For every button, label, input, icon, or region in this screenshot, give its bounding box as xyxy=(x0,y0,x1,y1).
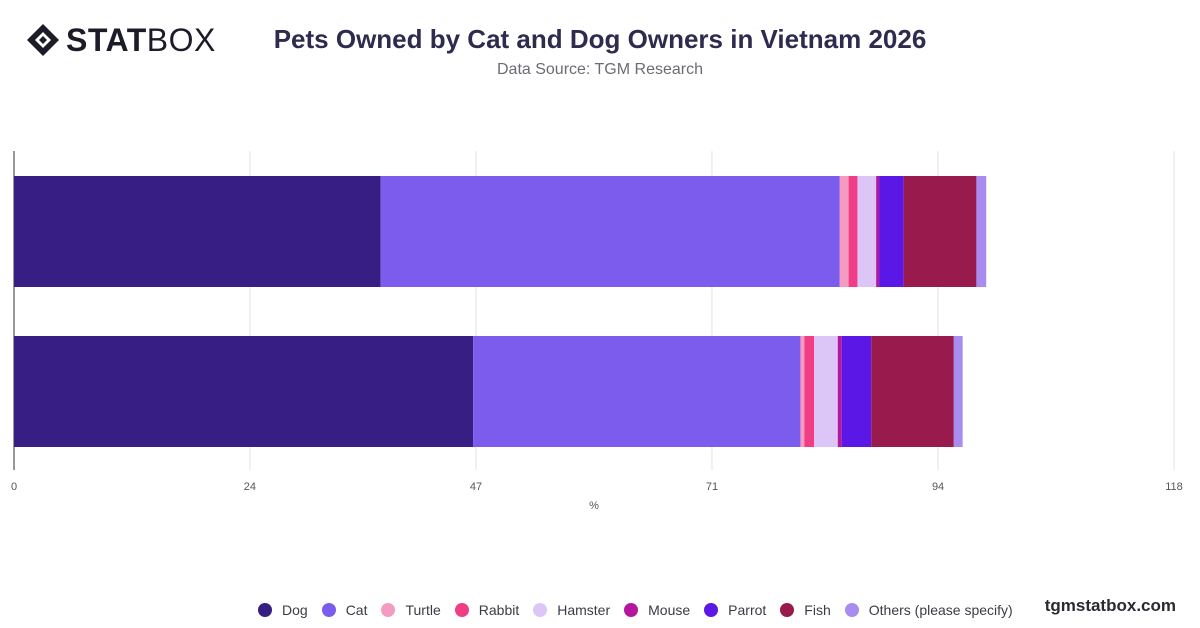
legend-label: Parrot xyxy=(728,602,767,618)
bar-segment-rabbit xyxy=(848,176,858,287)
bar-segment-mouse xyxy=(837,336,842,447)
x-tick-label: 94 xyxy=(932,481,944,493)
bar-segment-others xyxy=(953,336,963,447)
legend-dot-icon xyxy=(704,603,719,617)
legend-dot-icon xyxy=(321,603,336,617)
legend-label: Hamster xyxy=(557,602,611,618)
legend-label: Turtle xyxy=(405,602,441,618)
legend-item[interactable]: Others (please specify) xyxy=(844,602,1013,618)
x-tick-label: 24 xyxy=(244,481,256,493)
bar-segment-parrot xyxy=(879,176,904,287)
bar-segment-rabbit xyxy=(804,336,815,447)
x-tick-label: 71 xyxy=(706,481,718,493)
legend-label: Cat xyxy=(345,602,368,618)
legend-item[interactable]: Cat xyxy=(321,602,368,618)
x-tick-label: 118 xyxy=(1165,481,1183,493)
legend-item[interactable]: Fish xyxy=(780,602,831,618)
logo-text-bold: STAT xyxy=(66,22,147,58)
bar-segment-hamster xyxy=(857,176,877,287)
legend-item[interactable]: Mouse xyxy=(624,602,690,618)
legend-label: Dog xyxy=(282,602,308,618)
legend-dot-icon xyxy=(624,603,639,617)
legend-item[interactable]: Parrot xyxy=(704,602,766,618)
bar-segment-parrot xyxy=(841,336,872,447)
chart-legend: Dog Cat Turtle Rabbit Hamster Mouse Parrot Fish… xyxy=(258,602,1027,618)
bar-segment-hamster xyxy=(814,336,838,447)
bar-segment-cat xyxy=(473,336,801,447)
bar-segment-others xyxy=(976,176,987,287)
bar-segment-cat xyxy=(380,176,840,287)
legend-item[interactable]: Rabbit xyxy=(454,602,520,618)
legend-dot-icon xyxy=(844,603,859,617)
legend-item[interactable]: Hamster xyxy=(533,602,610,618)
x-axis-label: % xyxy=(589,500,599,512)
legend-dot-icon xyxy=(533,603,548,617)
legend-label: Others (please specify) xyxy=(868,602,1013,618)
logo-wordmark: STATBOX xyxy=(66,22,216,58)
x-tick-label: 0 xyxy=(11,481,17,493)
bar-segment-turtle xyxy=(839,176,849,287)
legend-label: Mouse xyxy=(648,602,691,618)
footer-site-link[interactable]: tgmstatbox.com xyxy=(1044,596,1176,615)
legend-item[interactable]: Turtle xyxy=(381,602,441,618)
bar-segment-fish xyxy=(903,176,977,287)
legend-dot-icon xyxy=(454,603,469,617)
bar-segment-mouse xyxy=(876,176,880,287)
legend-dot-icon xyxy=(258,603,272,617)
legend-label: Rabbit xyxy=(478,602,520,618)
legend-dot-icon xyxy=(780,603,795,617)
bar-segment-turtle xyxy=(800,336,805,447)
bar-segment-dog xyxy=(14,176,381,287)
bar-segment-dog xyxy=(14,336,474,447)
chart-title: Pets Owned by Cat and Dog Owners in Viet… xyxy=(273,24,927,54)
logo-text-light: BOX xyxy=(146,22,216,58)
statbox-logo: STATBOX xyxy=(26,22,216,58)
legend-label: Fish xyxy=(804,602,831,618)
bar-segment-fish xyxy=(871,336,954,447)
chart-subtitle: Data Source: TGM Research xyxy=(496,61,703,78)
diamond-logo-icon xyxy=(27,24,59,56)
legend-item[interactable]: Dog xyxy=(258,602,308,618)
legend-dot-icon xyxy=(381,603,396,617)
x-tick-label: 47 xyxy=(470,481,482,493)
